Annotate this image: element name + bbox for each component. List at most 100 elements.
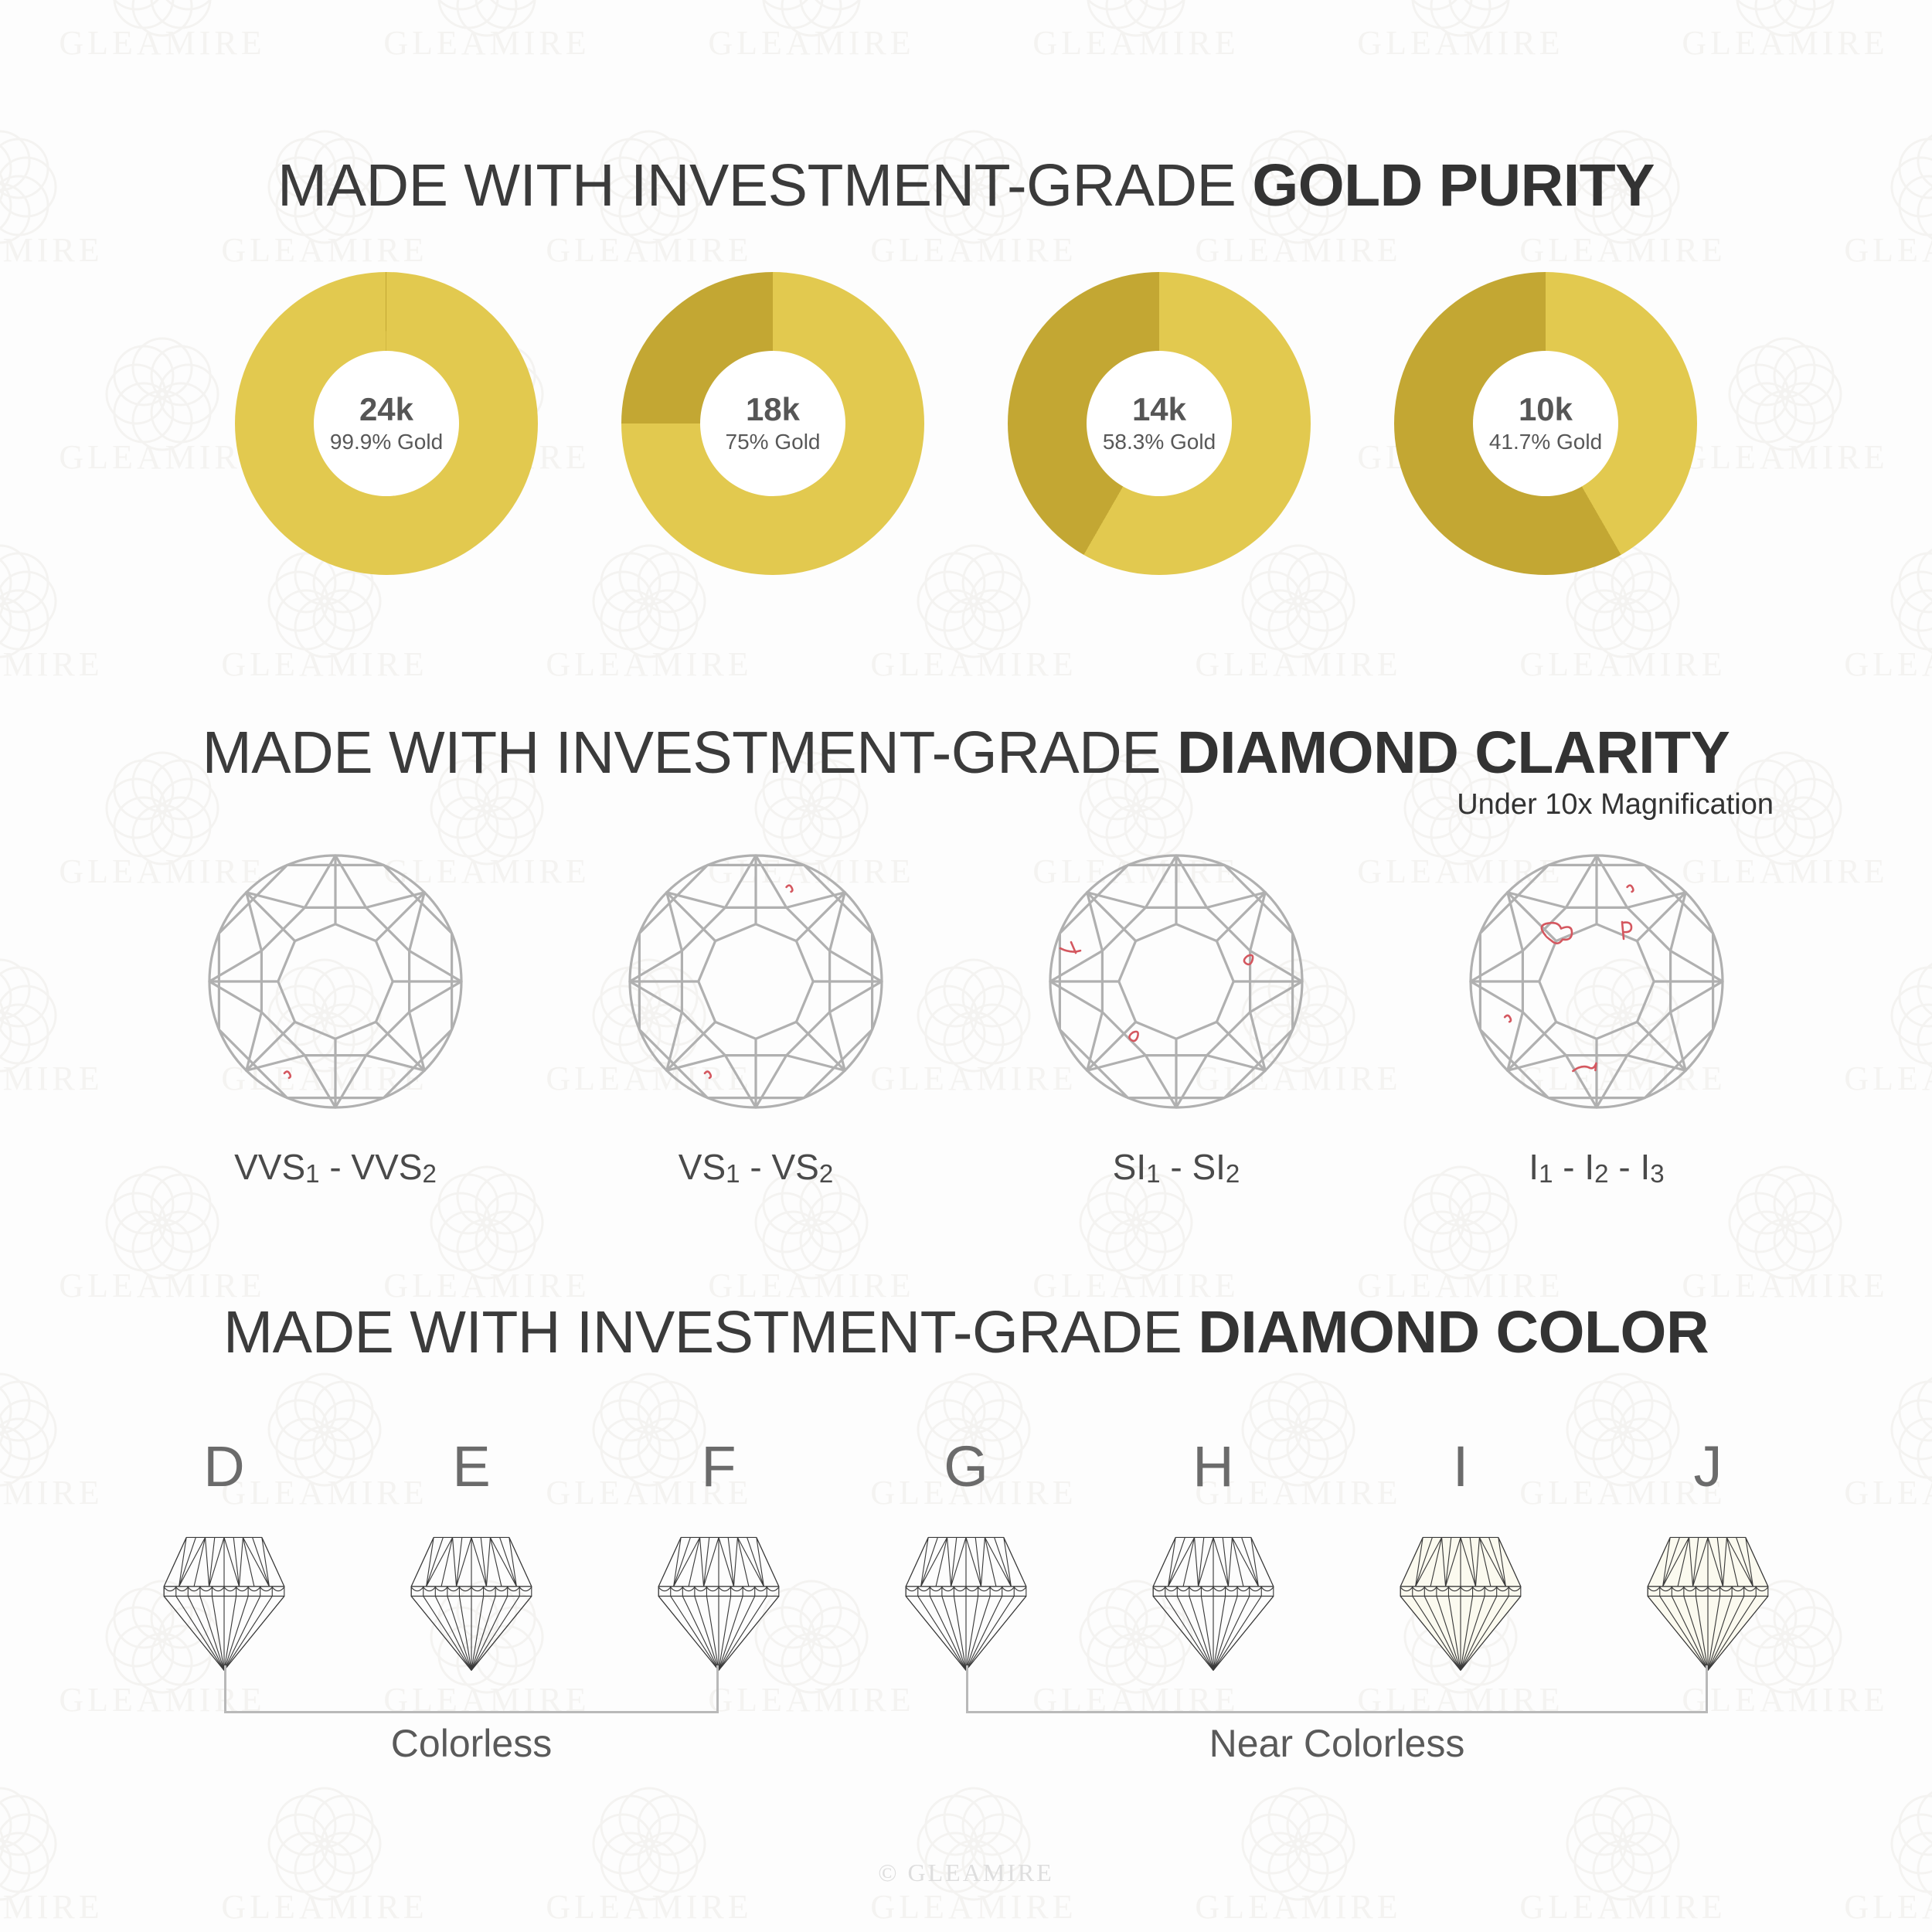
watermark-brand-text: GLEAMIRE: [870, 231, 1077, 269]
watermark-tile: GLEAMIRE: [1785, 1771, 1932, 1932]
rosette-icon: [762, 0, 861, 37]
purity-percent: 75% Gold: [725, 430, 821, 454]
gold-title-plain: MADE WITH INVESTMENT-GRADE: [277, 152, 1253, 219]
watermark-tile: GLEAMIRE: [1136, 1771, 1461, 1932]
color-grade-gem: [1117, 1526, 1309, 1673]
rosette-icon: [1736, 0, 1835, 37]
watermark-brand-text: GLEAMIRE: [221, 231, 428, 269]
watermark-brand-text: GLEAMIRE: [870, 1888, 1077, 1926]
watermark-brand-text: GLEAMIRE: [1844, 231, 1932, 269]
color-range-bracket: [224, 1665, 719, 1713]
diamond-side-view-icon: [1647, 1536, 1769, 1671]
clarity-diamond-diagram: [604, 854, 907, 1109]
clarity-grade-item: VVS1 - VVS2: [184, 854, 487, 1189]
watermark-brand-text: GLEAMIRE: [1195, 231, 1402, 269]
magnification-note: Under 10x Magnification: [1457, 788, 1774, 821]
color-title-plain: MADE WITH INVESTMENT-GRADE: [223, 1299, 1199, 1366]
rosette-icon: [0, 1787, 57, 1901]
color-range-bracket: [966, 1665, 1708, 1713]
donut-center: 24k 99.9% Gold: [314, 351, 459, 496]
watermark-brand-text: GLEAMIRE: [870, 645, 1077, 683]
watermark-brand-text: GLEAMIRE: [0, 231, 104, 269]
rosette-icon: [1411, 0, 1510, 37]
diamond-side-view-icon: [658, 1536, 780, 1671]
color-bracket-group: Colorless Near Colorless: [0, 1665, 1932, 1765]
watermark-tile: GLEAMIRE: [0, 0, 325, 114]
rosette-icon: [1890, 1791, 1932, 1897]
color-gem-row: [0, 1526, 1932, 1673]
watermark-tile: GLEAMIRE: [1461, 1771, 1785, 1932]
watermark-brand-text: GLEAMIRE: [1519, 231, 1726, 269]
color-range-label: Colorless: [390, 1722, 553, 1765]
watermark-brand-text: GLEAMIRE: [708, 24, 915, 62]
clarity-grade-label: VS1 - VS2: [678, 1147, 834, 1189]
diamond-side-view-icon: [905, 1536, 1027, 1671]
gold-purity-title: MADE WITH INVESTMENT-GRADE GOLD PURITY: [0, 151, 1932, 220]
karat-value: 10k: [1518, 390, 1573, 427]
watermark-brand-text: GLEAMIRE: [221, 645, 428, 683]
watermark-brand-text: GLEAMIRE: [1195, 645, 1402, 683]
clarity-title-bold: DIAMOND CLARITY: [1176, 719, 1730, 786]
color-grade-gem: [376, 1526, 567, 1673]
clarity-grade-item: SI1 - SI2: [1025, 854, 1328, 1189]
watermark-brand-text: GLEAMIRE: [1519, 1888, 1726, 1926]
watermark-brand-text: GLEAMIRE: [0, 645, 104, 683]
watermark-brand-text: GLEAMIRE: [1844, 645, 1932, 683]
clarity-diamond-diagram: [1025, 854, 1328, 1109]
watermark-tile: GLEAMIRE: [1298, 0, 1623, 114]
gold-purity-donut: 10k 41.7% Gold: [1394, 272, 1697, 575]
karat-value: 14k: [1131, 390, 1187, 427]
watermark-brand-text: GLEAMIRE: [1357, 24, 1564, 62]
watermark-tile: GLEAMIRE: [0, 1771, 162, 1932]
clarity-title-plain: MADE WITH INVESTMENT-GRADE: [202, 719, 1177, 786]
color-grade-gem: [623, 1526, 815, 1673]
gold-purity-donut: 18k 75% Gold: [621, 272, 924, 575]
rosette-icon: [113, 0, 212, 37]
donut-center: 10k 41.7% Gold: [1473, 351, 1618, 496]
purity-percent: 99.9% Gold: [329, 430, 444, 454]
watermark-tile: GLEAMIRE: [811, 1771, 1136, 1932]
rosette-icon: [1566, 1787, 1680, 1901]
diamond-side-view-icon: [1152, 1536, 1274, 1671]
watermark-tile: GLEAMIRE: [974, 0, 1298, 114]
clarity-diamond-diagram: [1445, 854, 1748, 1109]
color-grade-letter: E: [452, 1434, 491, 1498]
clarity-diamond-diagram: [184, 854, 487, 1109]
color-grade-letter: D: [203, 1434, 245, 1498]
diamond-side-view-icon: [410, 1536, 532, 1671]
clarity-grade-item: I1 - I2 - I3: [1445, 854, 1748, 1189]
color-grade-gem: [870, 1526, 1062, 1673]
rosette-icon: [267, 1787, 382, 1901]
watermark-brand-text: GLEAMIRE: [546, 231, 753, 269]
watermark-brand-text: GLEAMIRE: [546, 645, 753, 683]
diamond-side-view-icon: [163, 1536, 285, 1671]
gold-purity-donut: 14k 58.3% Gold: [1008, 272, 1311, 575]
karat-value: 24k: [359, 390, 414, 427]
donut-center: 18k 75% Gold: [700, 351, 845, 496]
color-grade-gem: [1365, 1526, 1556, 1673]
watermark-brand-text: GLEAMIRE: [1682, 24, 1889, 62]
color-range-label: Near Colorless: [1209, 1722, 1465, 1765]
diamond-side-view-icon: [1400, 1536, 1522, 1671]
clarity-grade-label: SI1 - SI2: [1112, 1147, 1240, 1189]
watermark-tile: GLEAMIRE: [649, 0, 974, 114]
rosette-icon: [1241, 1787, 1355, 1901]
color-grade-letter: H: [1192, 1434, 1234, 1498]
clarity-grade-item: VS1 - VS2: [604, 854, 907, 1189]
donut-center: 14k 58.3% Gold: [1087, 351, 1232, 496]
watermark-tile: GLEAMIRE: [162, 1771, 487, 1932]
clarity-grade-label: I1 - I2 - I3: [1529, 1147, 1665, 1189]
watermark-brand-text: GLEAMIRE: [1032, 24, 1240, 62]
color-grade-letter: J: [1693, 1434, 1723, 1498]
clarity-grade-label: VVS1 - VVS2: [234, 1147, 437, 1189]
purity-percent: 41.7% Gold: [1488, 430, 1603, 454]
gold-donut-row: 24k 99.9% Gold 18k 75% Gold 14k 58.3% Gold 10k…: [0, 272, 1932, 604]
gold-title-bold: GOLD PURITY: [1252, 152, 1655, 219]
diamond-color-title: MADE WITH INVESTMENT-GRADE DIAMOND COLOR: [0, 1298, 1932, 1367]
color-grade-gem: [1612, 1526, 1804, 1673]
watermark-brand-text: GLEAMIRE: [1519, 645, 1726, 683]
watermark-brand-text: GLEAMIRE: [221, 1888, 428, 1926]
rosette-icon: [437, 0, 536, 37]
watermark-brand-text: GLEAMIRE: [546, 1888, 753, 1926]
